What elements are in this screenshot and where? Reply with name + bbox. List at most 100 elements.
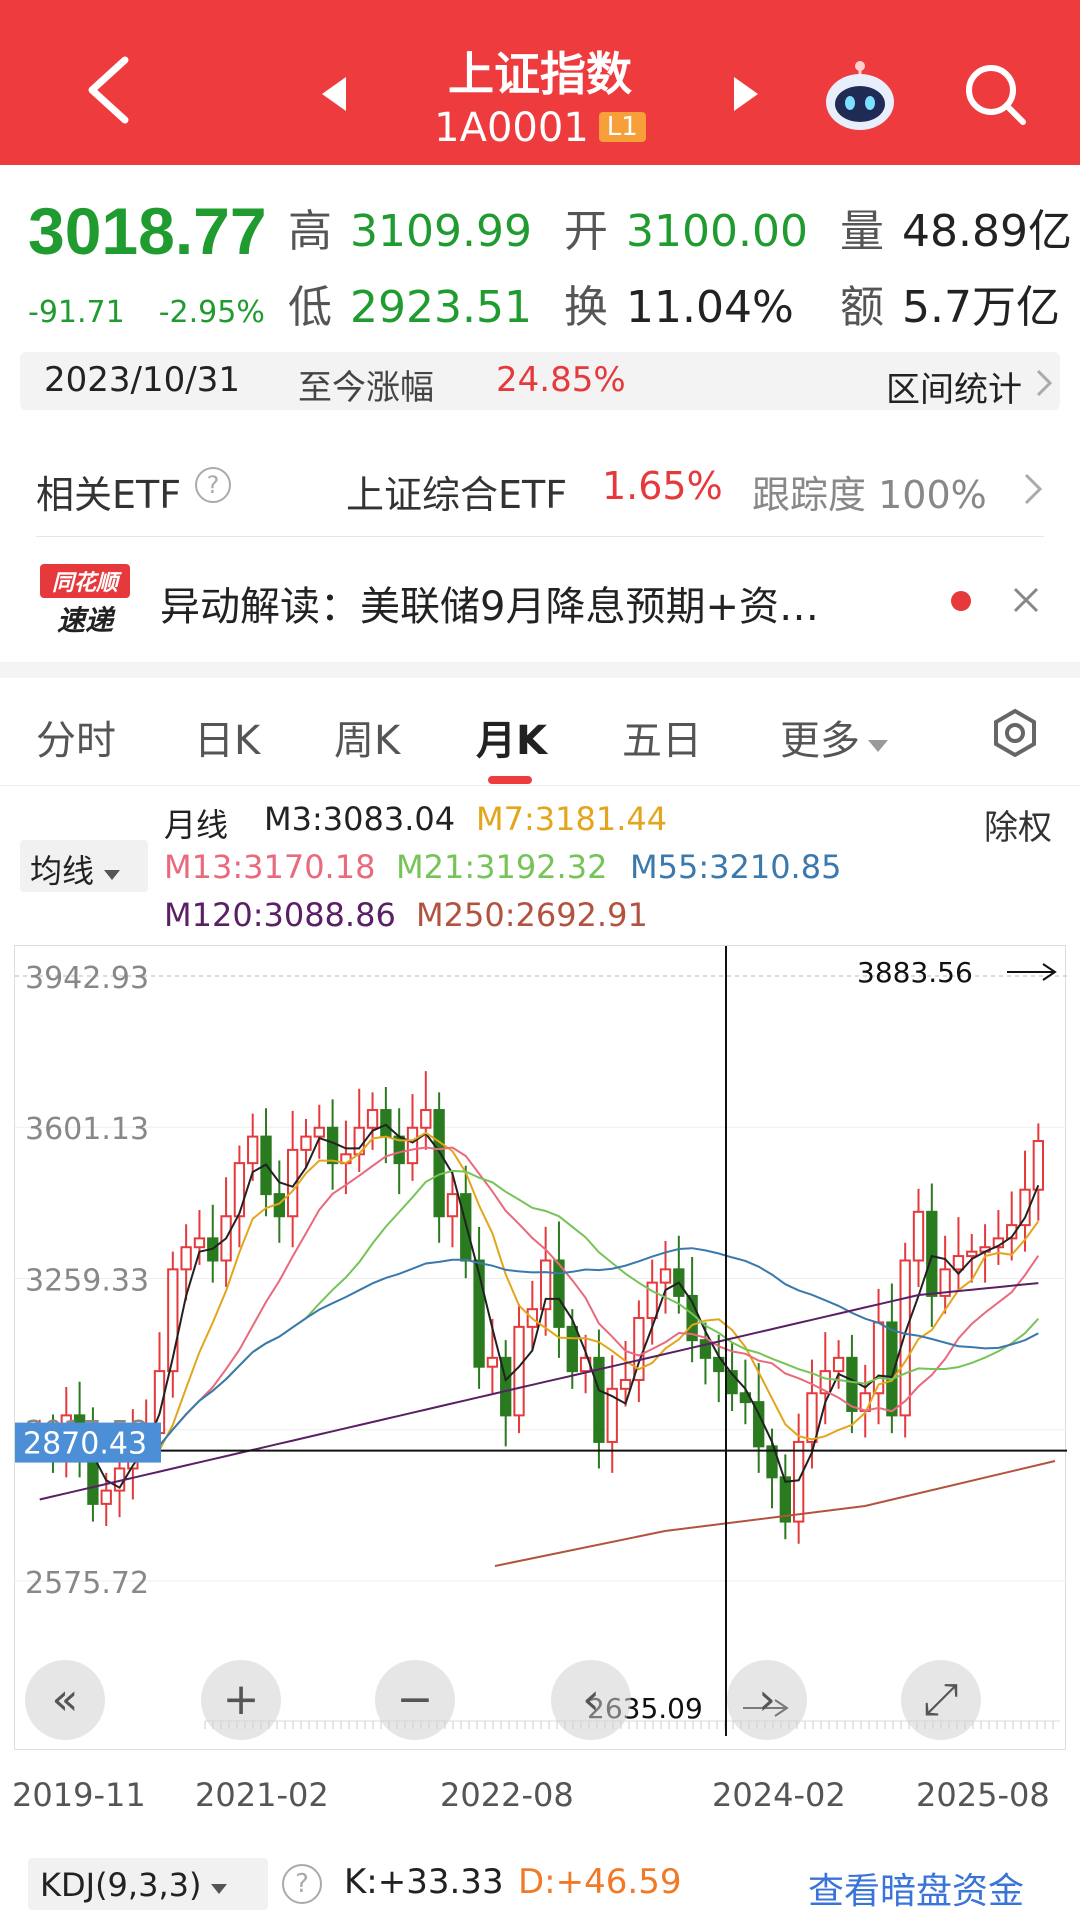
zoom-out-button[interactable] (375, 1660, 455, 1740)
range-label: 至今涨幅 (298, 368, 434, 408)
candle-down (926, 1210, 938, 1297)
candle-up (366, 1109, 379, 1129)
candle-down (699, 1339, 712, 1359)
candle-up (912, 1210, 925, 1262)
back-arrow-icon[interactable] (80, 55, 140, 125)
indicator-label: KDJ(9,3,3) (40, 1866, 202, 1904)
period-tabs: 分时 日K 周K 月K 五日 更多 (0, 678, 1080, 786)
tab-five-day[interactable]: 五日 (622, 718, 702, 764)
kdj-k-value: K:+33.33 (344, 1862, 504, 1902)
candle-up (792, 1440, 805, 1523)
max-arrow-head (1042, 963, 1057, 981)
news-text[interactable]: 异动解读：美联储9月降息预期+资… (160, 584, 819, 630)
range-stat-bar[interactable]: 2023/10/31 至今涨幅 24.85% 区间统计 (20, 352, 1060, 410)
candle-down (326, 1126, 339, 1165)
change-percent: -2.95% (158, 295, 265, 330)
zoom-in-button[interactable] (201, 1660, 281, 1740)
y-tick-label: 3259.33 (25, 1263, 149, 1298)
chart-settings-icon[interactable] (990, 708, 1040, 758)
adjust-toggle[interactable]: 除权 (984, 808, 1052, 848)
candle-up (899, 1259, 911, 1417)
x-tick-label: 2019-11 (12, 1776, 146, 1814)
candle-up (859, 1392, 871, 1412)
ma-m250: M250:2692.91 (416, 896, 648, 934)
candle-up (406, 1126, 419, 1165)
ma-m120: M120:3088.86 (164, 896, 396, 934)
x-tick-label: 2022-08 (440, 1776, 574, 1814)
help-icon[interactable]: ? (195, 467, 231, 503)
indicator-bar: KDJ(9,3,3) ? K:+33.33 D:+46.59 查看暗盘资金 (0, 1840, 1080, 1912)
candle-down (886, 1321, 898, 1417)
ma250-line (494, 1460, 1056, 1567)
tab-monthly-k[interactable]: 月K (476, 718, 547, 764)
indicator-selector[interactable]: KDJ(9,3,3) (28, 1858, 268, 1910)
ma7-line (39, 1131, 1040, 1460)
candle-up (486, 1356, 499, 1368)
dropdown-arrow-icon (868, 740, 888, 752)
candle-down (553, 1259, 565, 1328)
robot-assistant-icon[interactable] (822, 58, 898, 134)
chevron-right-icon (1036, 369, 1053, 397)
tab-intraday[interactable]: 分时 (36, 718, 116, 764)
candle-down (500, 1356, 512, 1417)
candle-down (779, 1476, 792, 1523)
zoom-out-button-icon: − (397, 1674, 434, 1725)
candle-up (619, 1378, 632, 1390)
search-icon[interactable] (963, 62, 1029, 128)
candle-up (167, 1268, 179, 1373)
tab-daily-k[interactable]: 日K (194, 718, 261, 764)
tab-more-label: 更多 (780, 718, 860, 764)
ma-selector[interactable]: 均线 (20, 840, 148, 892)
change-value: -91.71 (28, 295, 125, 330)
chart-canvas[interactable]: 3942.933601.133259.332917.522575.722870.… (15, 946, 1067, 1751)
pan-left-button[interactable] (551, 1660, 631, 1740)
y-tick-label: 3942.93 (25, 961, 149, 996)
volume-label: 量 (840, 206, 884, 257)
fullscreen-button[interactable] (901, 1660, 981, 1740)
news-ticker[interactable]: 同花顺 速递 异动解读：美联储9月降息预期+资… (0, 540, 1080, 660)
next-stock-icon[interactable] (732, 75, 762, 113)
volume-value: 48.89亿 (902, 206, 1072, 257)
tab-more[interactable]: 更多 (780, 708, 890, 766)
candle-up (446, 1193, 459, 1218)
k-line-chart[interactable]: 3942.933601.133259.332917.522575.722870.… (14, 945, 1067, 1751)
dropdown-arrow-icon (104, 870, 121, 880)
candle-up (952, 1255, 965, 1271)
pan-right-button-icon: › (758, 1674, 776, 1725)
active-tab-indicator (488, 776, 532, 784)
ma3-line (39, 1123, 1040, 1490)
candle-down (473, 1259, 485, 1368)
range-start-date: 2023/10/31 (44, 360, 240, 400)
related-etf-label: 相关ETF (36, 473, 182, 517)
previous-stock-icon[interactable] (318, 75, 348, 113)
range-stat-button[interactable]: 区间统计 (886, 370, 1022, 410)
app-header: 上证指数 1A0001 L1 (0, 0, 1080, 165)
scroll-start-button[interactable] (25, 1660, 105, 1740)
pan-right-button[interactable] (727, 1660, 807, 1740)
help-icon[interactable]: ? (282, 1864, 322, 1904)
candle-up (420, 1109, 432, 1129)
ths-express-logo: 同花顺 速递 (40, 564, 130, 636)
turnover-stat: 换 11.04% (564, 271, 794, 335)
x-tick-label: 2025-08 (916, 1776, 1050, 1814)
candle-up (1032, 1140, 1045, 1191)
pan-left-button-icon: ‹ (582, 1674, 600, 1725)
ma-selector-label: 均线 (30, 852, 95, 890)
candle-up (966, 1250, 978, 1258)
candle-up (247, 1135, 259, 1165)
dark-pool-link[interactable]: 查看暗盘资金 (808, 1871, 1025, 1912)
related-etf-row[interactable]: 相关ETF ? 上证综合ETF 1.65% 跟踪度 100% (0, 440, 1080, 540)
section-gap (0, 662, 1080, 678)
etf-percent: 1.65% (602, 464, 723, 508)
close-icon[interactable] (1012, 586, 1040, 614)
turnover-label: 换 (564, 282, 608, 333)
tab-weekly-k[interactable]: 周K (334, 718, 401, 764)
logo-bottom-text: 速递 (57, 604, 116, 636)
ma-m7: M7:3181.44 (476, 800, 668, 838)
candle-down (726, 1370, 738, 1395)
candle-up (233, 1162, 246, 1218)
x-tick-label: 2024-02 (712, 1776, 846, 1814)
high-value: 3109.99 (350, 206, 532, 257)
candle-up (539, 1259, 552, 1311)
low-stat: 低 2923.51 (288, 271, 532, 335)
